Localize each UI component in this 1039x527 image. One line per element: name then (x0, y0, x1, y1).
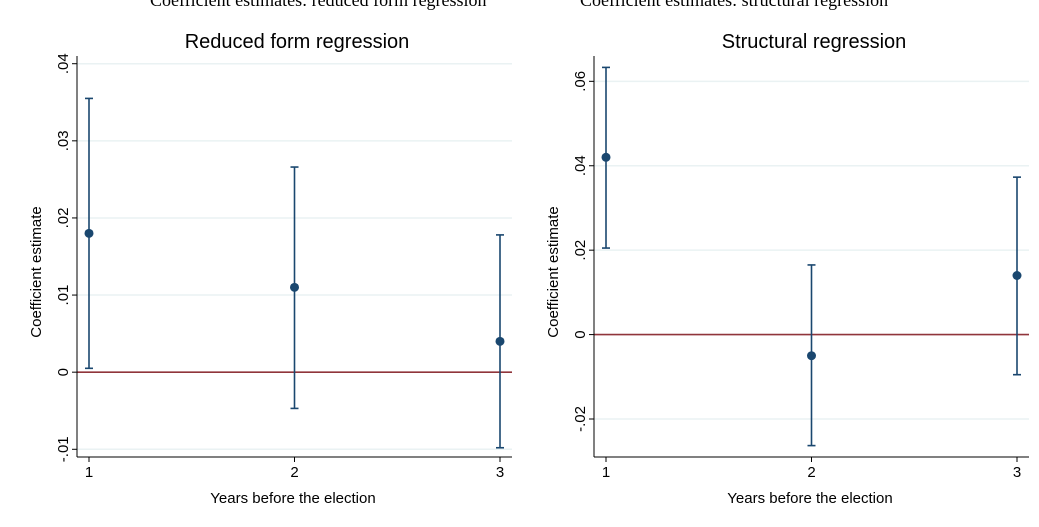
y-axis-label: Coefficient estimate (545, 206, 562, 337)
y-tick-label: -.02 (572, 406, 589, 432)
y-tick-label: 0 (572, 330, 589, 338)
y-tick-label: .04 (572, 155, 589, 176)
point-estimate (807, 351, 816, 361)
cutoff-caption-left: Coefficient estimates: reduced form regr… (150, 0, 487, 10)
data-marks (601, 66, 1022, 447)
y-tick-label: .02 (55, 208, 72, 229)
x-tick-label: 1 (602, 464, 610, 481)
chart-title: Structural regression (722, 31, 907, 53)
x-tick-label: 3 (1013, 464, 1021, 481)
chart-panel-structural: Structural regression Coefficient estima… (532, 14, 1037, 521)
y-tick-label: .01 (55, 285, 72, 306)
x-tick-label: 2 (290, 464, 298, 481)
point-estimate (601, 152, 611, 162)
y-tick-label: -.01 (55, 436, 72, 462)
y-tick-label: .06 (572, 71, 589, 92)
x-tick-label: 2 (807, 464, 815, 481)
x-tick-label: 1 (85, 464, 93, 481)
point-estimate (290, 282, 299, 292)
axes: -.01 0 .01 .02 .03 .04 1 2 3 (55, 53, 512, 481)
reduced-form-chart: Reduced form regression Coefficient esti… (28, 31, 512, 507)
y-tick-label: .02 (572, 240, 589, 261)
point-estimate (1012, 270, 1022, 280)
y-tick-label: .04 (55, 53, 72, 74)
structural-chart: Structural regression Coefficient estima… (545, 31, 1029, 507)
x-axis-label: Years before the election (210, 490, 375, 507)
top-cutoff-caption: Coefficient estimates: reduced form regr… (0, 0, 1039, 10)
x-tick-label: 3 (496, 464, 504, 481)
cutoff-caption-right: Coefficient estimates: structural regres… (580, 0, 889, 10)
y-axis-label: Coefficient estimate (28, 206, 45, 337)
y-tick-label: 0 (55, 368, 72, 376)
y-tick-label: .03 (55, 130, 72, 151)
axes: -.02 0 .02 .04 .06 1 2 3 (572, 56, 1029, 481)
data-marks (84, 97, 505, 449)
point-estimate (84, 228, 94, 238)
x-axis-label: Years before the election (727, 490, 892, 507)
chart-title: Reduced form regression (185, 31, 410, 53)
point-estimate (495, 336, 505, 346)
chart-panel-reduced-form: Reduced form regression Coefficient esti… (15, 14, 520, 521)
